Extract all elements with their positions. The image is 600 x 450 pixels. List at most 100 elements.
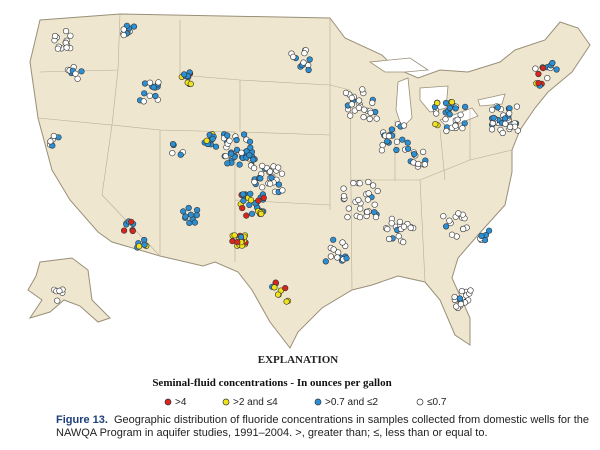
sample-dot <box>400 239 407 246</box>
sample-dot <box>355 104 363 111</box>
sample-dot <box>355 196 362 204</box>
sample-dot <box>236 161 243 168</box>
sample-dot <box>155 79 162 86</box>
sample-dot <box>364 196 372 203</box>
sample-dot <box>268 174 275 181</box>
sample-dot <box>456 295 464 302</box>
sample-dot <box>279 187 286 194</box>
sample-dot <box>549 59 556 67</box>
sample-dot <box>371 201 378 208</box>
sample-dot <box>129 227 136 235</box>
sample-dot <box>365 178 372 186</box>
legend-label: >4 <box>175 397 187 408</box>
sample-dot <box>535 70 542 78</box>
sample-dot <box>448 231 456 238</box>
sample-dot <box>544 74 551 82</box>
sample-dot <box>502 120 509 127</box>
sample-dot <box>193 212 200 219</box>
sample-dot <box>247 197 255 204</box>
sample-dot <box>348 94 355 101</box>
state-lines <box>37 13 513 291</box>
sample-dot <box>267 180 274 187</box>
sample-dot <box>271 284 278 291</box>
sample-dot <box>266 168 274 175</box>
sample-dot <box>141 241 148 248</box>
sample-dot <box>494 104 501 111</box>
sample-dot <box>535 79 542 87</box>
sample-dot <box>467 287 474 294</box>
sample-dot <box>250 156 257 163</box>
sample-dot <box>486 227 493 234</box>
sample-dot <box>420 148 427 155</box>
sample-dot <box>191 219 198 226</box>
sample-dot <box>169 141 177 148</box>
sample-dot <box>226 137 233 144</box>
sample-dot <box>247 144 254 151</box>
sample-dot <box>451 293 458 301</box>
sample-dot <box>369 99 376 106</box>
sample-dot <box>339 239 346 246</box>
sample-dot <box>359 86 366 93</box>
sample-dot <box>260 194 267 201</box>
sample-dot <box>330 246 337 253</box>
sample-dot <box>501 115 509 122</box>
sample-dot <box>258 210 265 217</box>
legend-dot <box>416 398 424 406</box>
sample-dot <box>393 138 401 145</box>
sample-dot <box>454 116 461 123</box>
sample-dot <box>415 160 422 168</box>
sample-dot <box>489 106 496 113</box>
sample-dot <box>365 190 372 197</box>
sample-dot <box>342 89 350 96</box>
sample-dot <box>388 126 396 133</box>
sample-dots <box>46 22 560 312</box>
sample-dot <box>251 178 258 186</box>
sample-dot <box>507 123 514 131</box>
sample-dot <box>404 139 411 146</box>
sample-dot <box>78 68 85 75</box>
sample-dot <box>364 208 371 216</box>
sample-dot <box>539 64 547 72</box>
sample-dot <box>180 208 187 215</box>
legend-subtitle: Seminal-fluid concentrations - In ounces… <box>152 377 391 389</box>
sample-dot <box>432 120 439 128</box>
legend-label: ≤0.7 <box>427 397 447 408</box>
sample-dot <box>305 66 312 74</box>
sample-dot <box>340 185 347 192</box>
sample-dot <box>169 150 176 157</box>
sample-dot <box>506 105 513 112</box>
sample-dot <box>384 226 391 233</box>
sample-dot <box>513 103 521 110</box>
sample-dot <box>393 146 400 154</box>
sample-dot <box>452 105 459 112</box>
sample-dot <box>379 142 386 149</box>
sample-dot <box>330 236 337 243</box>
sample-dot <box>400 122 408 129</box>
legend: >4 >2 and ≤4 >0.7 and ≤2 ≤0.7 <box>164 397 447 408</box>
sample-dot <box>246 152 253 159</box>
sample-dot <box>374 187 381 195</box>
sample-dot <box>182 213 189 220</box>
sample-dot <box>360 113 367 121</box>
sample-dot <box>128 218 135 225</box>
sample-dot <box>327 253 335 260</box>
sample-dot <box>396 218 404 225</box>
sample-dot <box>411 151 418 158</box>
sample-dot <box>141 90 148 97</box>
sample-dot <box>257 175 264 182</box>
sample-dot <box>246 138 254 145</box>
sample-dot <box>231 232 238 239</box>
sample-dot <box>140 98 147 105</box>
caption: Figure 13. Geographic distribution of flu… <box>56 414 596 440</box>
sample-dot <box>222 153 229 160</box>
sample-dot <box>343 255 350 262</box>
map: EXPLANATION Seminal-fluid concentrations… <box>27 13 591 408</box>
sample-dot <box>340 193 348 200</box>
sample-dot <box>301 50 308 57</box>
sample-dot <box>243 212 250 219</box>
sample-dot <box>51 32 59 40</box>
sample-dot <box>405 145 412 152</box>
explanation-title: EXPLANATION <box>258 354 339 366</box>
sample-dot <box>47 138 54 145</box>
